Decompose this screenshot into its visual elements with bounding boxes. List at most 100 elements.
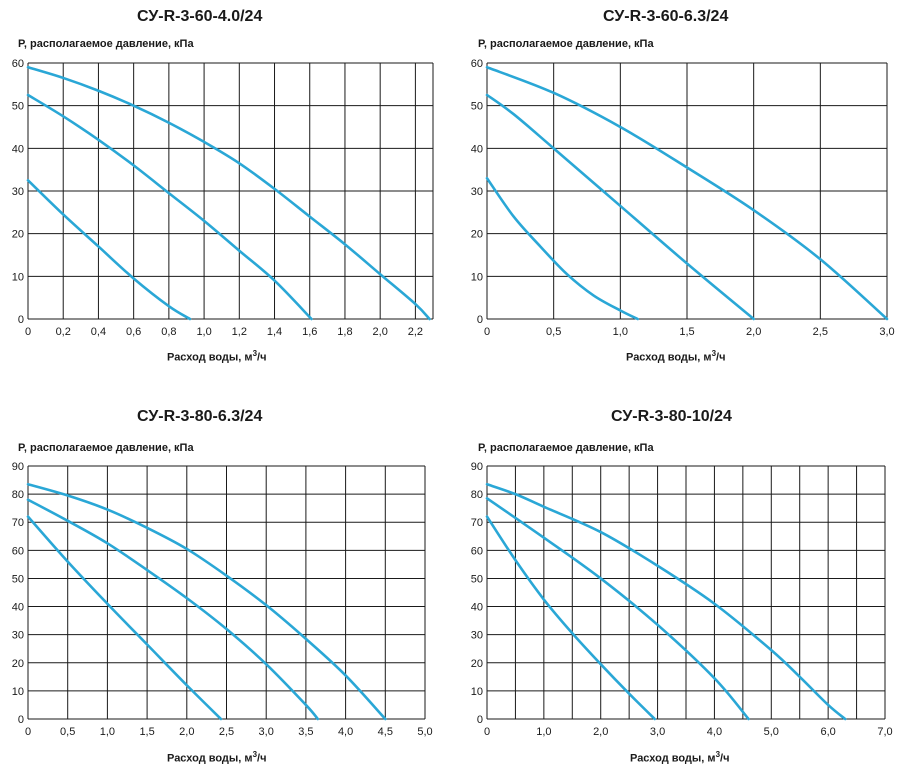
x-axis-label-sup: 3 <box>252 349 258 358</box>
y-tick-label: 10 <box>12 686 24 698</box>
series-line-speed-1 <box>26 179 192 321</box>
y-tick-label: 70 <box>471 517 483 529</box>
x-tick-label: 4,5 <box>378 726 393 738</box>
x-tick-label: 3,5 <box>298 726 313 738</box>
y-tick-label: 50 <box>12 573 24 585</box>
x-tick-label: 2,0 <box>746 326 761 338</box>
y-tick-label: 10 <box>12 271 24 283</box>
y-axis-label: P, располагаемое давление, кПа <box>478 442 654 454</box>
series-line-speed-2 <box>26 93 313 321</box>
x-axis-label-sup: 3 <box>711 349 717 358</box>
series-line-speed-3 <box>485 65 889 321</box>
plot-area: 0 0,5 1,0 1,5 2,0 2,5 3,0 3,5 4,0 4,5 5,0 0 10 20 30 40… <box>12 461 433 738</box>
x-tick-label: 1,0 <box>100 726 115 738</box>
chart-su-r-3-80-6-3: СУ-R-3-80-6.3/24 P, располагаемое давлен… <box>12 408 433 765</box>
y-tick-label: 0 <box>477 714 483 726</box>
x-tick-label: 2,2 <box>408 326 423 338</box>
y-axis-label: P, располагаемое давление, кПа <box>18 442 194 454</box>
x-tick-label: 0,8 <box>161 326 176 338</box>
x-axis-label-text: Расход воды, м <box>626 351 712 364</box>
x-tick-label: 2,0 <box>373 326 388 338</box>
x-tick-label: 2,5 <box>813 326 828 338</box>
x-tick-label: 0 <box>484 326 490 338</box>
x-axis-label-sup: 3 <box>715 750 721 759</box>
series-line-speed-2 <box>485 497 750 721</box>
y-tick-label: 10 <box>471 271 483 283</box>
x-axis-label: Расход воды, м3/ч <box>167 349 266 364</box>
x-axis-label: Расход воды, м3/ч <box>630 750 729 765</box>
x-tick-label: 0,4 <box>91 326 106 338</box>
x-tick-label: 1,5 <box>139 726 154 738</box>
y-axis-label: P, располагаемое давление, кПа <box>478 38 654 50</box>
y-tick-label: 60 <box>12 545 24 557</box>
series-line-speed-1 <box>26 515 223 721</box>
x-tick-label: 2,0 <box>179 726 194 738</box>
x-tick-label: 0,6 <box>126 326 141 338</box>
x-tick-label: 4,0 <box>707 726 722 738</box>
x-tick-label: 2,5 <box>219 726 234 738</box>
x-tick-label: 1,2 <box>232 326 247 338</box>
x-axis-label-text: Расход воды, м <box>630 752 716 765</box>
x-tick-label: 3,0 <box>259 726 274 738</box>
x-axis-label-suffix: /ч <box>257 351 267 364</box>
chart-title: СУ-R-3-80-10/24 <box>611 408 732 425</box>
grid <box>486 62 888 320</box>
y-tick-label: 50 <box>471 573 483 585</box>
y-tick-label: 50 <box>12 101 24 113</box>
y-tick-label: 30 <box>12 186 24 198</box>
y-tick-label: 70 <box>12 517 24 529</box>
y-tick-label: 0 <box>18 714 24 726</box>
y-tick-label: 60 <box>12 58 24 70</box>
x-axis-label-suffix: /ч <box>257 752 267 765</box>
y-tick-label: 30 <box>12 630 24 642</box>
y-tick-label: 50 <box>471 101 483 113</box>
x-tick-label: 1,5 <box>679 326 694 338</box>
series-line-speed-2 <box>485 93 755 321</box>
x-axis-label-suffix: /ч <box>720 752 730 765</box>
x-tick-label: 1,0 <box>613 326 628 338</box>
series-line-speed-1 <box>485 176 639 321</box>
x-tick-label: 5,0 <box>417 726 432 738</box>
y-tick-label: 20 <box>12 229 24 241</box>
y-tick-label: 80 <box>471 489 483 501</box>
x-tick-label: 1,0 <box>196 326 211 338</box>
y-tick-label: 0 <box>18 314 24 326</box>
x-axis-label: Расход воды, м3/ч <box>167 750 266 765</box>
series-line-speed-3 <box>485 482 847 721</box>
series-line-speed-3 <box>26 482 387 721</box>
x-tick-label: 1,4 <box>267 326 282 338</box>
plot-area: 0 0,5 1,0 1,5 2,0 2,5 3,0 0 10 20 30 40 50 60 <box>471 58 895 338</box>
x-axis-label-text: Расход воды, м <box>167 351 253 364</box>
x-tick-label: 0 <box>25 326 31 338</box>
chart-su-r-3-60-4-0: СУ-R-3-60-4.0/24 P, располагаемое давлен… <box>0 0 450 380</box>
y-tick-label: 20 <box>471 229 483 241</box>
x-axis-label-text: Расход воды, м <box>167 752 253 765</box>
x-tick-label: 1,8 <box>337 326 352 338</box>
x-tick-label: 3,0 <box>879 326 894 338</box>
x-tick-label: 4,0 <box>338 726 353 738</box>
y-tick-label: 20 <box>12 658 24 670</box>
x-tick-label: 6,0 <box>820 726 835 738</box>
x-tick-label: 2,0 <box>593 726 608 738</box>
y-tick-label: 40 <box>471 602 483 614</box>
y-tick-label: 40 <box>12 143 24 155</box>
y-tick-label: 20 <box>471 658 483 670</box>
series-line-speed-2 <box>26 498 320 721</box>
x-tick-label: 3,0 <box>650 726 665 738</box>
chart-title: СУ-R-3-60-4.0/24 <box>137 8 263 25</box>
y-tick-label: 80 <box>12 489 24 501</box>
y-axis-label: P, располагаемое давление, кПа <box>18 38 194 50</box>
series-line-speed-1 <box>485 515 657 721</box>
x-axis-label-sup: 3 <box>252 750 258 759</box>
y-tick-label: 90 <box>471 461 483 473</box>
x-tick-label: 7,0 <box>877 726 892 738</box>
grid <box>486 465 886 720</box>
x-tick-label: 0,5 <box>60 726 75 738</box>
y-tick-label: 60 <box>471 545 483 557</box>
x-tick-label: 0,5 <box>546 326 561 338</box>
y-tick-label: 30 <box>471 630 483 642</box>
series-line-speed-3 <box>26 65 431 321</box>
chart-title: СУ-R-3-80-6.3/24 <box>137 408 263 425</box>
